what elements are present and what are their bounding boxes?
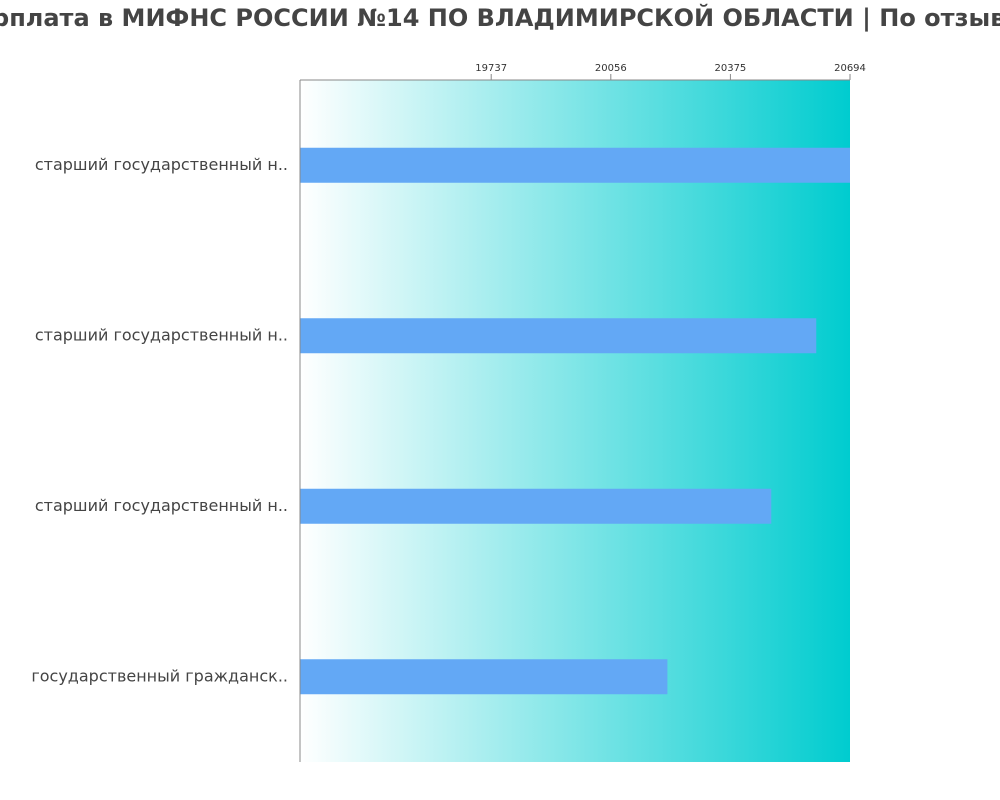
- category-label-2: старший государственный н..: [35, 496, 288, 515]
- x-tick-label-1: 20056: [595, 63, 627, 74]
- plot-background: [300, 80, 850, 762]
- category-label-3: государственный гражданск..: [31, 666, 288, 685]
- category-label-1: старший государственный н..: [35, 325, 288, 344]
- chart-title: Зарплата в МИФНС РОССИИ №14 ПО ВЛАДИМИРС…: [0, 4, 1000, 32]
- x-tick-label-0: 19737: [475, 63, 507, 74]
- x-tick-label-2: 20375: [714, 63, 746, 74]
- x-tick-label-3: 20694: [834, 63, 866, 74]
- category-label-0: старший государственный н..: [35, 155, 288, 174]
- bar-1: [300, 318, 817, 354]
- bar-0: [300, 147, 850, 183]
- bar-2: [300, 488, 772, 524]
- bar-3: [300, 659, 668, 695]
